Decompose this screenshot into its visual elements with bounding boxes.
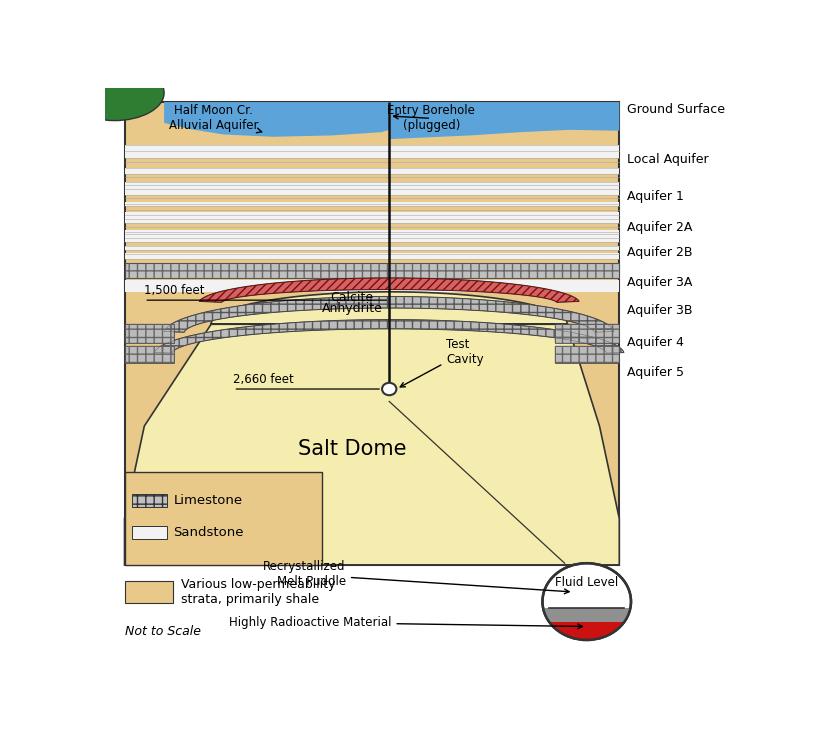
Bar bbox=[555, 324, 619, 343]
Bar bbox=[124, 212, 619, 216]
Text: Sandstone: Sandstone bbox=[174, 526, 244, 539]
Text: Aquifer 2A: Aquifer 2A bbox=[627, 221, 692, 234]
Bar bbox=[124, 185, 619, 195]
Text: Test
Cavity: Test Cavity bbox=[400, 338, 484, 387]
Bar bbox=[124, 263, 619, 278]
Polygon shape bbox=[155, 320, 624, 353]
Text: Salt Dome: Salt Dome bbox=[298, 439, 407, 459]
Text: Aquifer 5: Aquifer 5 bbox=[627, 366, 684, 379]
Ellipse shape bbox=[66, 65, 164, 121]
Text: 1,500 feet: 1,500 feet bbox=[144, 284, 205, 297]
Bar bbox=[124, 169, 619, 174]
Text: Anhydrite: Anhydrite bbox=[322, 303, 382, 315]
Bar bbox=[124, 182, 619, 185]
Text: Aquifer 2B: Aquifer 2B bbox=[627, 246, 693, 259]
Bar bbox=[124, 253, 619, 259]
Text: Aquifer 3A: Aquifer 3A bbox=[627, 276, 692, 289]
Bar bbox=[555, 324, 619, 343]
Circle shape bbox=[382, 383, 396, 395]
Bar bbox=[543, 608, 631, 622]
Text: Ground Surface: Ground Surface bbox=[627, 103, 725, 116]
Bar bbox=[124, 230, 619, 234]
Text: Aquifer 4: Aquifer 4 bbox=[627, 336, 684, 349]
Text: Calcite: Calcite bbox=[331, 291, 374, 304]
Text: Aquifer 1: Aquifer 1 bbox=[627, 191, 684, 204]
Bar bbox=[124, 472, 323, 565]
Bar bbox=[124, 280, 619, 292]
Bar bbox=[124, 202, 619, 206]
Bar bbox=[124, 324, 174, 343]
Bar bbox=[124, 215, 619, 224]
Bar bbox=[124, 102, 619, 565]
Text: Half Moon Cr.
Alluvial Aquifer: Half Moon Cr. Alluvial Aquifer bbox=[169, 104, 262, 133]
Bar bbox=[124, 263, 619, 278]
Bar bbox=[124, 144, 619, 158]
Bar bbox=[133, 526, 167, 539]
Text: Various low-permeability
strata, primarily shale: Various low-permeability strata, primari… bbox=[181, 578, 336, 606]
Polygon shape bbox=[199, 278, 579, 302]
Text: Not to Scale: Not to Scale bbox=[124, 625, 201, 638]
Circle shape bbox=[543, 563, 631, 640]
Text: Fluid Level: Fluid Level bbox=[555, 576, 618, 589]
Text: Limestone: Limestone bbox=[174, 494, 243, 507]
Polygon shape bbox=[164, 102, 619, 139]
Bar bbox=[543, 622, 631, 644]
Text: Highly Radioactive Material: Highly Radioactive Material bbox=[229, 616, 582, 629]
Text: Entry Borehole
(plugged): Entry Borehole (plugged) bbox=[387, 104, 475, 133]
Bar bbox=[124, 345, 174, 363]
Bar bbox=[555, 345, 619, 363]
Bar bbox=[124, 324, 174, 343]
Text: 2,660 feet: 2,660 feet bbox=[234, 372, 294, 386]
Bar bbox=[133, 494, 167, 507]
Bar bbox=[124, 345, 174, 363]
Bar bbox=[124, 581, 173, 603]
Polygon shape bbox=[124, 292, 619, 565]
Text: Recrystallized
Melt Puddle: Recrystallized Melt Puddle bbox=[264, 561, 570, 594]
Bar bbox=[124, 263, 619, 266]
Bar bbox=[124, 246, 619, 250]
Text: Aquifer 3B: Aquifer 3B bbox=[627, 304, 693, 317]
Bar bbox=[555, 345, 619, 363]
Bar bbox=[124, 235, 619, 242]
Polygon shape bbox=[165, 296, 614, 332]
Text: Local Aquifer: Local Aquifer bbox=[627, 153, 709, 166]
